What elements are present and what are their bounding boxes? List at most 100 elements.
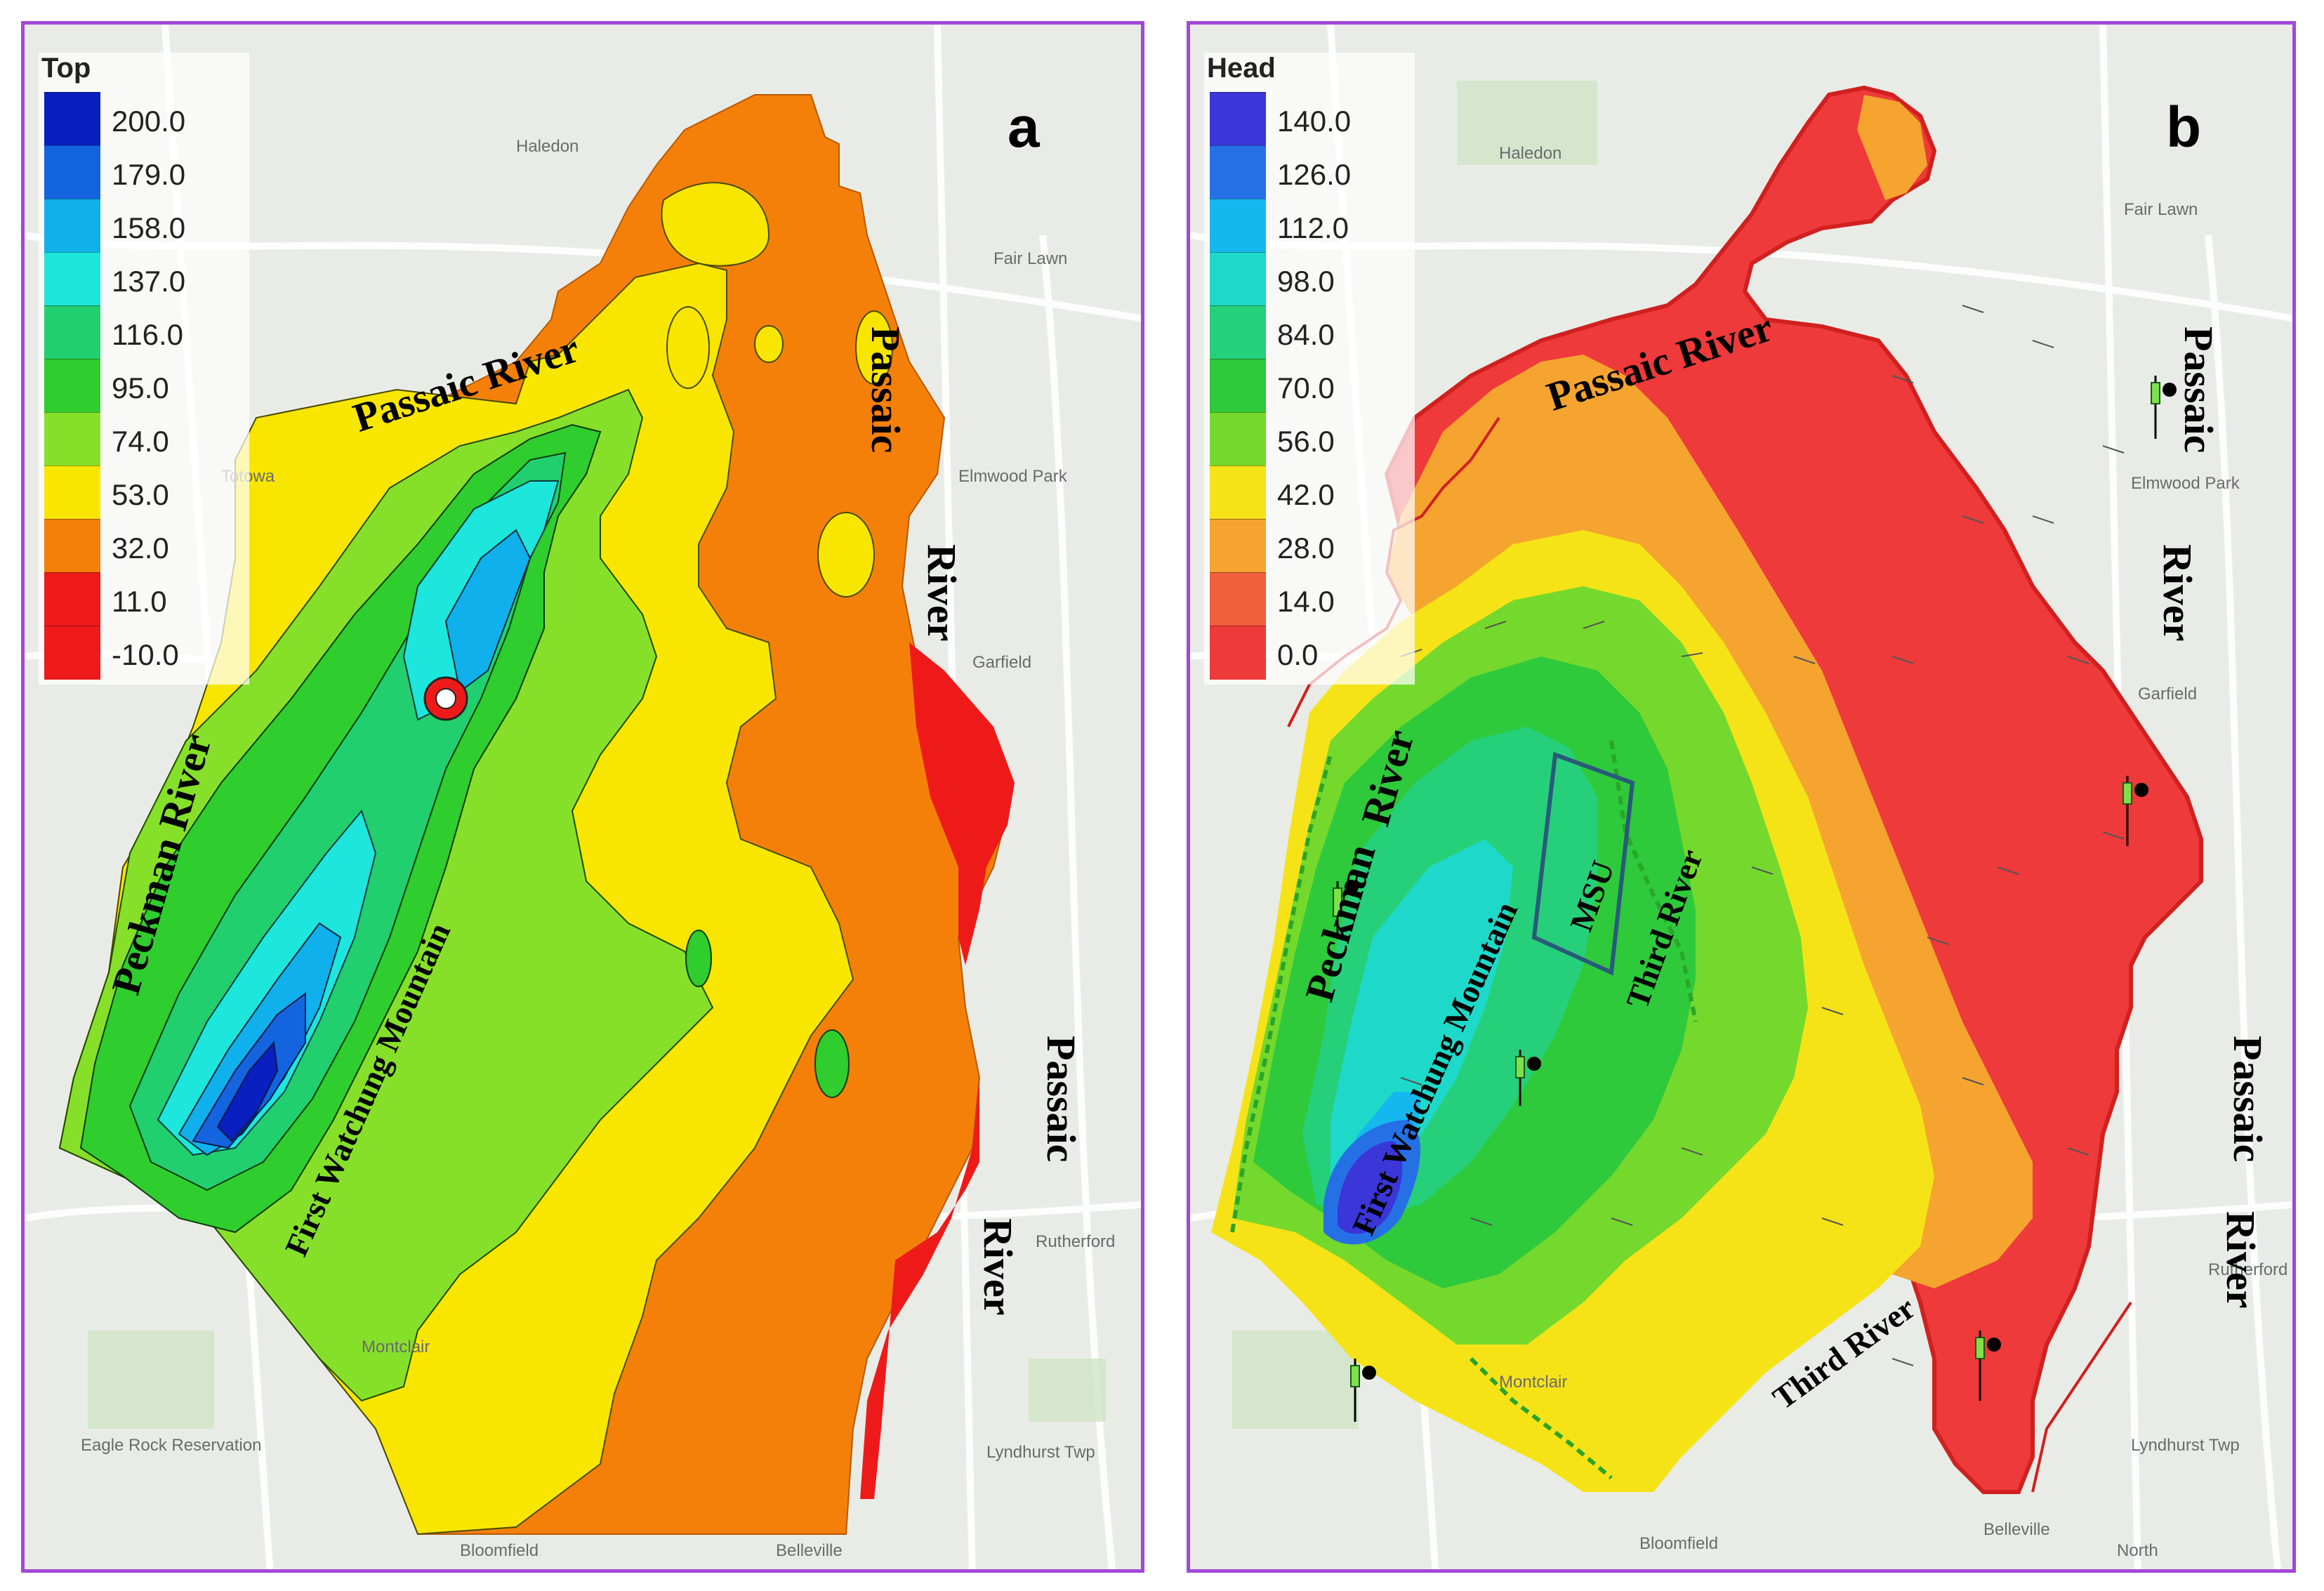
legend-swatch (1210, 252, 1266, 306)
legend-swatch (44, 92, 100, 146)
river-label-passaic: Passaic (863, 326, 909, 454)
legend-label: -10.0 (112, 638, 179, 671)
legend-swatch (1210, 412, 1266, 466)
legend-swatch (1210, 92, 1266, 146)
legend-item: 158.0 (39, 199, 249, 253)
legend-item: 140.0 (1204, 92, 1415, 146)
legend-swatch (1210, 359, 1266, 413)
river-label-passaic: River (2218, 1211, 2264, 1309)
legend-swatch (44, 572, 100, 626)
map-place-label: Rutherford (1036, 1232, 1116, 1251)
legend-swatch (44, 412, 100, 466)
legend-item: 74.0 (39, 412, 249, 466)
legend-label: 56.0 (1277, 425, 1335, 458)
legend-item: 14.0 (1204, 572, 1415, 626)
legend-item: 32.0 (39, 519, 249, 573)
legend-top: Top 200.0 179.0 158.0 137.0 116.0 95.0 7… (39, 53, 249, 685)
legend-label: 0.0 (1277, 638, 1319, 671)
legend-swatch (44, 145, 100, 199)
legend-head: Head 140.0 126.0 112.0 98.0 84.0 70.0 56… (1204, 53, 1415, 685)
legend-swatch (1210, 305, 1266, 359)
legend-swatch (1210, 519, 1266, 573)
legend-item: 116.0 (39, 305, 249, 359)
legend-label: 140.0 (1277, 105, 1352, 138)
legend-label: 98.0 (1277, 265, 1335, 298)
legend-item: 0.0 (1204, 626, 1415, 680)
map-place-label: Belleville (776, 1541, 843, 1560)
legend-item: 95.0 (39, 359, 249, 413)
river-label-passaic: Passaic (2176, 326, 2221, 454)
legend-item: 98.0 (1204, 252, 1415, 306)
legend-item: 126.0 (1204, 145, 1415, 199)
map-place-label: Haledon (516, 137, 579, 156)
legend-label: 200.0 (112, 105, 186, 138)
legend-label: 137.0 (112, 265, 186, 298)
legend-item: 53.0 (39, 466, 249, 520)
legend-swatch (44, 305, 100, 359)
river-label-passaic: River (975, 1218, 1021, 1316)
map-place-label: Garfield (2138, 685, 2198, 704)
river-label-passaic: River (919, 544, 965, 642)
legend-swatch (44, 519, 100, 573)
legend-item: 137.0 (39, 252, 249, 306)
map-panel-a: Haledon Fair Lawn Totowa Elmwood Park Ga… (21, 21, 1144, 1573)
map-panel-b: Haledon Fair Lawn Elmwood Park Garfield … (1187, 21, 2296, 1573)
legend-label: 70.0 (1277, 371, 1335, 404)
legend-label: 32.0 (112, 532, 169, 565)
river-label-passaic: River (2155, 544, 2200, 642)
river-label-passaic: Passaic (2225, 1036, 2271, 1163)
map-place-label: Lyndhurst Twp (986, 1443, 1095, 1462)
legend-swatch (44, 626, 100, 680)
legend-item: 200.0 (39, 92, 249, 146)
map-place-label: Fair Lawn (993, 249, 1068, 268)
map-place-label: Bloomfield (1639, 1534, 1719, 1553)
top-elevation-contour-map (25, 25, 1141, 1569)
legend-swatch (1210, 199, 1266, 253)
legend-label: 84.0 (1277, 318, 1335, 351)
legend-label: 116.0 (112, 318, 183, 351)
river-label-passaic: Passaic (1038, 1036, 1084, 1163)
legend-swatch (1210, 626, 1266, 680)
legend-item: 84.0 (1204, 305, 1415, 359)
legend-label: 74.0 (112, 425, 169, 458)
map-place-label: Haledon (1499, 144, 1562, 163)
legend-label: 112.0 (1277, 211, 1349, 244)
legend-label: 95.0 (112, 371, 169, 404)
legend-item: 56.0 (1204, 412, 1415, 466)
legend-title: Head (1207, 53, 1276, 84)
legend-swatch (44, 199, 100, 253)
legend-swatch (1210, 145, 1266, 199)
legend-swatch (44, 466, 100, 520)
legend-item: 179.0 (39, 145, 249, 199)
legend-label: 14.0 (1277, 585, 1335, 618)
map-place-label: Elmwood Park (958, 467, 1067, 486)
map-place-label: North (2117, 1541, 2158, 1560)
legend-item: -10.0 (39, 626, 249, 680)
legend-item: 70.0 (1204, 359, 1415, 413)
legend-swatch (44, 359, 100, 413)
legend-label: 42.0 (1277, 478, 1335, 511)
legend-swatch (1210, 466, 1266, 520)
map-place-label: Eagle Rock Reservation (81, 1436, 262, 1455)
legend-swatch (1210, 572, 1266, 626)
legend-label: 126.0 (1277, 158, 1352, 191)
map-place-label: Bloomfield (460, 1541, 539, 1560)
legend-item: 42.0 (1204, 466, 1415, 520)
map-place-label: Garfield (972, 653, 1032, 672)
legend-label: 11.0 (112, 585, 167, 618)
legend-item: 11.0 (39, 572, 249, 626)
map-place-label: Fair Lawn (2124, 200, 2198, 219)
legend-label: 158.0 (112, 211, 186, 244)
legend-title: Top (41, 53, 91, 84)
legend-item: 28.0 (1204, 519, 1415, 573)
legend-label: 28.0 (1277, 532, 1335, 565)
legend-swatch (44, 252, 100, 306)
panel-letter: a (1008, 95, 1040, 159)
panel-letter: b (2166, 95, 2202, 159)
map-place-label: Rutherford (2208, 1260, 2288, 1279)
map-place-label: Elmwood Park (2131, 474, 2240, 493)
map-place-label: Montclair (362, 1338, 430, 1356)
legend-label: 179.0 (112, 158, 186, 191)
map-place-label: Lyndhurst Twp (2131, 1436, 2240, 1455)
map-place-label: Montclair (1499, 1373, 1568, 1392)
